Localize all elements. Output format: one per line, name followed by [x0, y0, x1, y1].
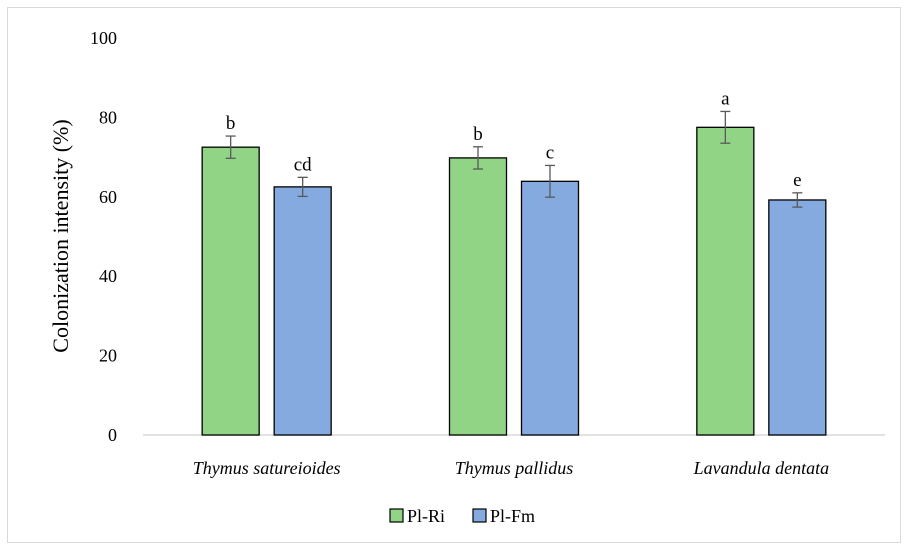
bar-pl-ri	[448, 157, 508, 436]
x-category-label: Thymus pallidus	[455, 458, 574, 478]
significance-letter: b	[226, 113, 236, 134]
y-tick-label: 80	[99, 107, 117, 127]
error-bar	[297, 176, 308, 198]
bar-pl-ri	[201, 146, 260, 436]
x-category-label: Lavandula dentata	[693, 458, 830, 478]
significance-letter: b	[473, 124, 483, 145]
legend-label: Pl-Fm	[490, 506, 535, 526]
y-axis-ticks: 0 20 40 60 80 100	[90, 28, 117, 445]
y-tick-label: 40	[99, 266, 117, 286]
significance-letter: e	[793, 170, 801, 191]
bar-pl-fm	[273, 186, 332, 436]
error-bar	[473, 146, 483, 170]
y-tick-label: 0	[108, 425, 117, 445]
y-tick-label: 20	[99, 346, 117, 366]
bar-pl-fm	[768, 199, 827, 436]
legend-label: Pl-Ri	[407, 506, 445, 526]
legend-item: Pl-Ri	[389, 506, 445, 526]
bar-pl-fm	[520, 180, 580, 436]
significance-letter: cd	[294, 154, 312, 175]
y-axis-label: Colonization intensity (%)	[48, 119, 73, 352]
significance-letter: a	[721, 88, 730, 109]
legend-swatch	[472, 508, 487, 523]
error-bar	[545, 164, 555, 198]
legend-swatch	[389, 508, 404, 523]
error-bar	[225, 135, 236, 159]
legend-item: Pl-Fm	[472, 506, 535, 526]
error-bar	[720, 110, 731, 144]
x-category-label: Thymus satureioides	[193, 458, 341, 478]
y-tick-label: 60	[99, 187, 117, 207]
significance-letter: c	[546, 142, 554, 163]
legend: Pl-Ri Pl-Fm	[389, 506, 535, 526]
x-axis-category-labels: Thymus satureioides Thymus pallidus Lavand…	[193, 458, 829, 478]
error-bar	[792, 192, 803, 208]
bars: b cd b c a e	[201, 88, 827, 436]
bar-pl-ri	[696, 126, 755, 436]
y-tick-label: 100	[90, 28, 117, 48]
